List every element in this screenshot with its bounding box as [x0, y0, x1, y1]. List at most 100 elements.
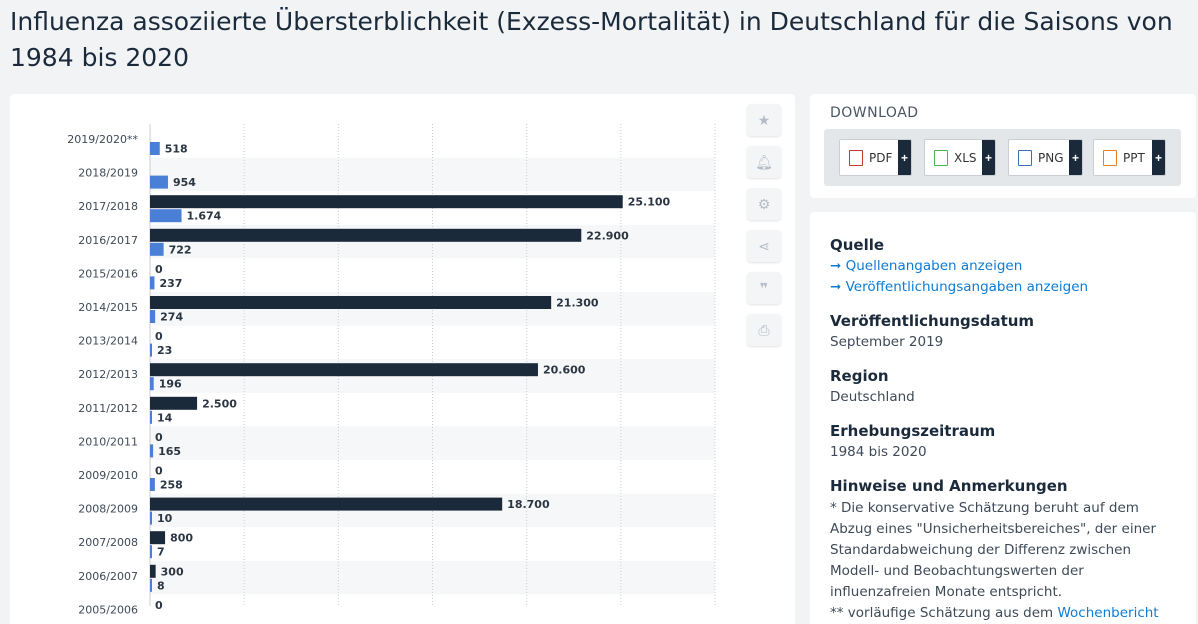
- bar: [150, 578, 152, 592]
- bar: [150, 276, 155, 290]
- category-label: 2015/2016: [78, 267, 138, 280]
- category-label: 2018/2019: [78, 167, 138, 180]
- pdf-icon: [849, 149, 863, 166]
- ppt-icon: [1103, 149, 1117, 166]
- download-xls-plus[interactable]: +: [982, 140, 995, 175]
- bar: [150, 209, 182, 223]
- download-buttons: PDF + XLS + PNG + PPT +: [824, 129, 1181, 186]
- bar: [150, 310, 156, 323]
- data-label: 18.700: [507, 498, 550, 511]
- data-label: 14: [157, 411, 173, 424]
- gear-icon: ⚙: [757, 195, 771, 212]
- source-heading: Quelle: [830, 236, 885, 254]
- download-ppt-label: PPT: [1123, 150, 1145, 165]
- download-png-label: PNG: [1038, 150, 1064, 165]
- category-label: 2010/2011: [78, 435, 138, 448]
- star-icon: ★: [757, 111, 771, 128]
- data-label: 0: [155, 330, 163, 343]
- download-ppt-button[interactable]: PPT +: [1093, 139, 1166, 176]
- chart-toolbar: ★ 🔔︎ ⚙ ⋖ ❞ ⎙: [747, 104, 783, 356]
- data-label: 0: [155, 465, 163, 478]
- data-label: 300: [161, 565, 184, 578]
- print-icon: ⎙: [758, 321, 770, 338]
- data-label: 20.600: [543, 364, 586, 377]
- category-label: 2016/2017: [78, 234, 138, 247]
- bar: [150, 377, 154, 391]
- bar: [150, 228, 582, 242]
- category-label: 2011/2012: [78, 402, 138, 415]
- data-label: 7: [157, 546, 165, 559]
- period-value: 1984 bis 2020: [830, 444, 927, 460]
- bar: [150, 511, 152, 525]
- cite-button[interactable]: ❞: [747, 272, 781, 304]
- download-pdf-label: PDF: [869, 150, 893, 165]
- bar: [150, 343, 152, 357]
- bar: [150, 142, 160, 155]
- download-png-plus[interactable]: +: [1069, 140, 1082, 175]
- bar: [150, 478, 155, 491]
- download-title: DOWNLOAD: [830, 105, 919, 121]
- data-label: 518: [165, 143, 188, 156]
- notes-text-1: * Die konservative Schätzung beruht auf …: [830, 500, 1156, 600]
- pubdate-heading: Veröffentlichungsdatum: [830, 312, 1035, 330]
- data-label: 2.500: [202, 397, 237, 410]
- region-value: Deutschland: [830, 389, 915, 405]
- share-icon: ⋖: [758, 237, 770, 254]
- bar: [150, 497, 503, 511]
- bar: [150, 444, 154, 458]
- settings-button[interactable]: ⚙: [747, 188, 781, 220]
- download-xls-button[interactable]: XLS +: [924, 139, 996, 176]
- data-label: 800: [170, 532, 193, 545]
- category-label: 2012/2013: [78, 368, 138, 381]
- category-label: 2014/2015: [78, 301, 138, 314]
- bell-icon: 🔔︎: [755, 153, 773, 170]
- category-label: 2019/2020**: [67, 133, 138, 146]
- download-png-button[interactable]: PNG +: [1008, 139, 1083, 176]
- data-label: 196: [159, 378, 182, 391]
- data-label: 0: [155, 431, 163, 444]
- data-label: 8: [157, 579, 165, 592]
- data-label: 274: [160, 311, 183, 324]
- bar: [150, 296, 552, 309]
- category-label: 2005/2006: [78, 603, 138, 616]
- data-label: 722: [169, 243, 192, 256]
- data-label: 21.300: [556, 297, 599, 310]
- png-icon: [1018, 149, 1032, 166]
- source-link[interactable]: ➞ Quellenangaben anzeigen: [830, 258, 1023, 274]
- weekly-report-link[interactable]: Wochenbericht: [1057, 605, 1159, 621]
- bar: [150, 396, 198, 410]
- publication-link[interactable]: ➞ Veröffentlichungsangaben anzeigen: [830, 279, 1089, 295]
- download-xls-label: XLS: [954, 150, 977, 165]
- bar: [150, 545, 152, 559]
- data-label: 10: [157, 512, 173, 525]
- bar: [150, 195, 623, 209]
- category-label: 2009/2010: [78, 469, 138, 482]
- category-label: 2013/2014: [78, 335, 138, 348]
- data-label: 954: [173, 176, 196, 189]
- quote-icon: ❞: [759, 279, 769, 296]
- data-label: 0: [155, 263, 163, 276]
- download-pdf-button[interactable]: PDF +: [839, 139, 912, 176]
- data-label: 23: [157, 344, 172, 357]
- category-label: 2017/2018: [78, 200, 138, 213]
- row-stripe: [150, 157, 715, 192]
- bar: [150, 531, 166, 545]
- bar: [150, 410, 152, 424]
- share-button[interactable]: ⋖: [747, 230, 781, 262]
- bar-chart: 2019/2020** 518 2018/2019 954 2017/2018 25.10…: [67, 124, 716, 616]
- notes-text: * Die konservative Schätzung beruht auf …: [830, 498, 1180, 624]
- notify-button[interactable]: 🔔︎: [747, 146, 781, 178]
- download-panel: DOWNLOAD PDF + XLS + PNG + PPT +: [810, 94, 1196, 198]
- download-ppt-plus[interactable]: +: [1152, 140, 1165, 175]
- print-button[interactable]: ⎙: [747, 314, 781, 346]
- data-label: 25.100: [628, 196, 671, 209]
- download-pdf-plus[interactable]: +: [898, 140, 911, 175]
- bar: [150, 175, 168, 189]
- bar: [150, 242, 164, 256]
- xls-icon: [934, 149, 948, 166]
- favorite-button[interactable]: ★: [747, 104, 781, 136]
- data-label: 22.900: [586, 229, 629, 242]
- data-label: 237: [159, 277, 182, 290]
- category-label: 2006/2007: [78, 570, 138, 583]
- bar: [150, 564, 156, 578]
